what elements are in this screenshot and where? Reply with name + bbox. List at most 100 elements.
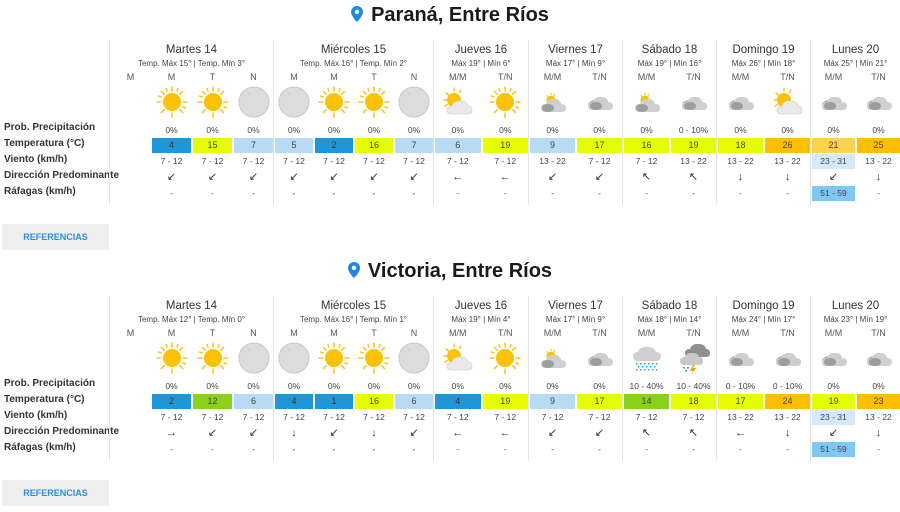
wind-gust: - (252, 188, 255, 198)
wind-gust: - (877, 188, 880, 198)
precip-prob: 0% (165, 125, 178, 135)
precip-prob: 0% (206, 381, 219, 391)
wind-gust: - (412, 444, 416, 454)
cloud-icon (724, 341, 758, 375)
temperature: 19 (812, 394, 855, 409)
period-column: T/N 0% 23 13 - 22 ↓ - (856, 296, 900, 461)
moon-icon (237, 85, 271, 119)
wind-direction-icon: ↓ (784, 171, 791, 183)
temperature: 26 (765, 138, 810, 153)
sun-icon (488, 85, 522, 119)
wind-direction-icon: → (166, 427, 177, 439)
wind-speed: 7 - 12 (494, 412, 517, 422)
period-label: T/N (871, 72, 886, 82)
label-wind: Viento (km/h) (4, 410, 68, 421)
wind-speed: 23 - 31 (812, 410, 855, 425)
temperature (111, 394, 150, 409)
day-temp-range: Máx 26° | Mín 18° (731, 59, 796, 68)
period-column: T/N 0% 19 7 - 12 ← - (482, 296, 530, 461)
period-label: M (126, 72, 135, 82)
wind-direction-icon: ↙ (547, 171, 558, 183)
label-dir: Dirección Predominante (4, 426, 120, 437)
sun-cloud-light-icon (771, 85, 805, 119)
precip-prob: 0% (499, 381, 512, 391)
period-label: T (371, 72, 377, 82)
temperature: 18 (671, 394, 716, 409)
day-column: Domingo 19 Máx 24° | Mín 17° M/M 0 - 10% 17 1… (716, 296, 810, 461)
temperature: 6 (395, 394, 433, 409)
day-column: Viernes 17 Máx 17° | Mín 9° M/M 0% 9 13 - 22 ↙… (528, 40, 622, 205)
wind-direction-icon: ↙ (248, 427, 259, 439)
city-name: Paraná, Entre Ríos (371, 4, 549, 26)
day-column: Sábado 18 Máx 19° | Mín 16° M/M 0% 16 7 - 12 ↖… (622, 40, 716, 205)
wind-speed: 7 - 12 (323, 412, 345, 422)
period-column: T/N 0% 17 7 - 12 ↙ - (576, 40, 623, 205)
period-label: T/N (498, 72, 513, 82)
wind-direction-icon: ↓ (291, 427, 297, 439)
wind-speed: 7 - 12 (201, 412, 224, 422)
precip-prob: 0% (287, 125, 301, 135)
label-gust: Ráfagas (km/h) (4, 442, 76, 453)
wind-direction-icon: ↓ (371, 427, 377, 439)
temperature: 9 (530, 394, 575, 409)
day-temp-range: Máx 17° | Mín 9° (545, 315, 606, 324)
wind-gust: - (739, 444, 742, 454)
sun-icon (155, 341, 189, 375)
wind-direction-icon: ↖ (641, 171, 652, 183)
period-column: M 0% 2 7 - 12 ↙ - (314, 40, 354, 205)
references-button[interactable]: REFERENCIAS (2, 480, 109, 506)
period-column: T 0% 16 7 - 12 ↙ - (354, 40, 394, 205)
label-temp: Temperatura (°C) (4, 394, 85, 405)
wind-direction-icon: ← (452, 427, 464, 439)
wind-direction-icon: ← (452, 171, 464, 183)
period-label: T/N (780, 328, 795, 338)
period-label: T/N (592, 328, 607, 338)
period-label: M (167, 72, 176, 82)
period-column: T/N 10 - 40% 18 7 - 12 ↖ - (670, 296, 717, 461)
wind-speed: 7 - 12 (494, 156, 517, 166)
references-button[interactable]: REFERENCIAS (2, 224, 109, 250)
sun-cloud-dark-icon (536, 85, 570, 119)
wind-speed: 7 - 12 (283, 156, 305, 166)
day-name: Miércoles 15 (320, 44, 387, 56)
period-label: M (290, 72, 298, 82)
precip-prob: 0% (593, 381, 606, 391)
period-column: M 0% 5 7 - 12 ↙ - (274, 40, 314, 205)
wind-gust: - (292, 444, 296, 454)
wind-gust: - (551, 188, 554, 198)
period-label: M/M (731, 72, 750, 82)
wind-gust: - (692, 188, 695, 198)
day-temp-range: Máx 19° | Mín 16° (637, 59, 702, 68)
period-column: M/M 0% 21 23 - 31 ↙ 51 - 59 (811, 40, 856, 205)
day-temp-range: Máx 18° | Mín 14° (637, 315, 702, 324)
temperature: 19 (482, 138, 528, 153)
day-name: Jueves 16 (454, 300, 508, 312)
day-temp-range: Máx 25° | Mín 21° (823, 59, 888, 68)
storm-icon (677, 341, 711, 375)
period-label: N (250, 72, 257, 82)
wind-gust: - (503, 444, 507, 454)
precip-prob: 0% (451, 381, 464, 391)
period-column: M 0% 1 7 - 12 ↙ - (314, 296, 354, 461)
wind-gust: 51 - 59 (812, 186, 855, 201)
sun-icon (357, 341, 391, 375)
sun-cloud-light-icon (441, 341, 475, 375)
temperature: 7 (395, 138, 433, 153)
wind-direction-icon: ↙ (207, 171, 218, 183)
period-label: M (167, 328, 176, 338)
period-label: T/N (498, 328, 513, 338)
wind-speed: 13 - 22 (539, 156, 566, 166)
precip-prob: 0 - 10% (772, 381, 803, 391)
wind-speed: 7 - 12 (403, 412, 425, 422)
wind-direction-icon: ↙ (329, 171, 339, 183)
temperature: 1 (315, 394, 353, 409)
period-column: T 0% 12 7 - 12 ↙ - (192, 296, 233, 461)
location-pin-icon (351, 6, 364, 22)
moon-icon (397, 341, 431, 375)
temperature: 25 (857, 138, 900, 153)
period-column: T/N 0% 17 7 - 12 ↙ - (576, 296, 623, 461)
wind-direction-icon: ↙ (409, 427, 419, 439)
wind-gust: - (786, 444, 789, 454)
day-temp-range: Temp. Máx 12° | Temp. Mín 0° (137, 315, 246, 324)
wind-speed: 7 - 12 (541, 412, 564, 422)
